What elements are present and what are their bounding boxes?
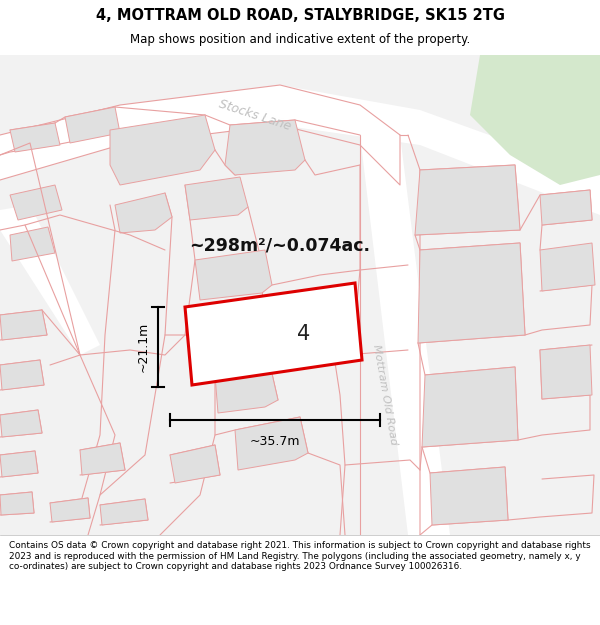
Text: ~21.1m: ~21.1m xyxy=(137,322,150,372)
Polygon shape xyxy=(100,499,148,525)
Polygon shape xyxy=(470,55,600,185)
Polygon shape xyxy=(115,193,172,233)
Polygon shape xyxy=(0,492,34,515)
Polygon shape xyxy=(0,310,47,340)
Polygon shape xyxy=(235,417,308,470)
Polygon shape xyxy=(10,185,62,220)
Polygon shape xyxy=(418,243,525,343)
Polygon shape xyxy=(540,190,592,225)
Polygon shape xyxy=(540,345,592,399)
Polygon shape xyxy=(0,85,600,215)
Polygon shape xyxy=(360,135,450,535)
Polygon shape xyxy=(540,243,595,291)
Polygon shape xyxy=(195,250,272,300)
Text: ~35.7m: ~35.7m xyxy=(250,435,300,448)
Polygon shape xyxy=(10,123,60,152)
Polygon shape xyxy=(225,120,305,175)
Polygon shape xyxy=(185,177,248,220)
Polygon shape xyxy=(10,227,55,261)
Polygon shape xyxy=(430,467,508,525)
Polygon shape xyxy=(110,115,215,185)
Polygon shape xyxy=(80,443,125,475)
Text: Contains OS data © Crown copyright and database right 2021. This information is : Contains OS data © Crown copyright and d… xyxy=(9,541,590,571)
Polygon shape xyxy=(415,165,520,235)
Text: Map shows position and indicative extent of the property.: Map shows position and indicative extent… xyxy=(130,33,470,46)
Text: ~298m²/~0.074ac.: ~298m²/~0.074ac. xyxy=(190,236,371,254)
Polygon shape xyxy=(0,360,44,390)
Polygon shape xyxy=(0,205,100,355)
Polygon shape xyxy=(65,107,120,143)
Polygon shape xyxy=(0,451,38,477)
Polygon shape xyxy=(422,367,518,447)
Polygon shape xyxy=(170,445,220,483)
Polygon shape xyxy=(185,283,362,385)
Text: Mottram Old Road: Mottram Old Road xyxy=(371,344,399,446)
Polygon shape xyxy=(50,498,90,522)
Polygon shape xyxy=(0,55,600,535)
Text: 4: 4 xyxy=(297,324,310,344)
Polygon shape xyxy=(0,410,42,437)
Text: 4, MOTTRAM OLD ROAD, STALYBRIDGE, SK15 2TG: 4, MOTTRAM OLD ROAD, STALYBRIDGE, SK15 2… xyxy=(95,8,505,23)
Polygon shape xyxy=(215,365,278,413)
Text: Stocks Lane: Stocks Lane xyxy=(217,98,293,132)
